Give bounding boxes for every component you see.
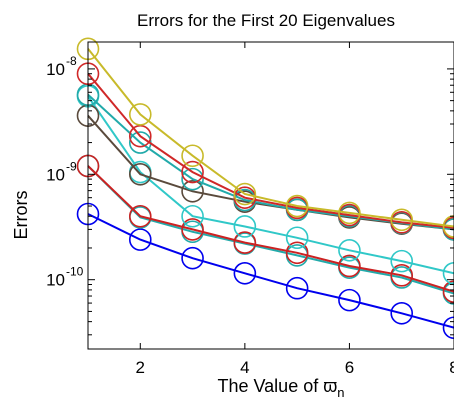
data-point <box>338 288 361 312</box>
data-point <box>390 249 414 273</box>
x-axis-label-subscript: n <box>337 385 344 400</box>
data-point <box>390 208 414 232</box>
data-point <box>233 231 257 254</box>
y-tick-label: 10 <box>46 165 65 184</box>
data-point <box>128 162 152 186</box>
data-point <box>442 316 454 340</box>
data-point <box>390 301 414 325</box>
data-point <box>233 261 257 285</box>
chart-title: Errors for the First 20 Eigenvalues <box>137 11 395 30</box>
y-tick-exponent: -8 <box>66 54 77 68</box>
y-tick-base: 10 <box>46 165 65 184</box>
y-tick-base: 10 <box>46 271 65 290</box>
y-axis: 10-810-910-10 <box>46 54 454 336</box>
data-point <box>128 103 152 126</box>
data-point <box>181 246 204 270</box>
data-point <box>181 144 204 168</box>
series-line <box>87 213 454 329</box>
data-point <box>285 241 309 265</box>
y-tick-exponent: -10 <box>66 265 84 279</box>
x-axis: 2 4 6 8 <box>136 42 454 377</box>
plot-frame <box>87 41 454 350</box>
data-point <box>233 215 257 238</box>
y-tick-base: 10 <box>46 60 65 79</box>
data-point <box>181 204 204 228</box>
series-4 <box>76 84 454 285</box>
x-tick-label: 8 <box>449 358 454 377</box>
data-point <box>338 254 361 278</box>
x-axis-label: The Value of ϖn <box>217 376 344 400</box>
y-tick-exponent: -9 <box>66 159 77 173</box>
x-tick-label: 6 <box>345 358 354 377</box>
y-tick-label: 10 <box>46 271 65 290</box>
data-point <box>181 218 204 241</box>
data-point <box>338 201 361 225</box>
data-point <box>181 179 204 203</box>
data-point <box>233 182 257 206</box>
data-point <box>285 276 309 300</box>
x-axis-label-symbol: ϖ <box>323 376 337 396</box>
data-point <box>128 228 152 251</box>
y-axis-label: Errors <box>11 191 31 240</box>
data-point <box>442 262 454 285</box>
data-point <box>390 264 414 287</box>
data-point <box>338 239 361 262</box>
data-point <box>442 280 454 303</box>
data-point <box>285 194 309 218</box>
data-point <box>181 167 204 191</box>
y-tick-label: 10 <box>46 60 65 79</box>
series-line <box>87 165 454 295</box>
series-line <box>87 165 454 293</box>
x-tick-label: 4 <box>240 358 249 377</box>
data-point <box>181 160 204 184</box>
x-tick-label: 2 <box>136 358 145 377</box>
data-point <box>442 215 454 238</box>
data-point <box>128 204 152 228</box>
x-axis-label-text: The Value of <box>217 376 323 396</box>
series-layer <box>76 37 454 340</box>
data-point <box>285 226 309 250</box>
